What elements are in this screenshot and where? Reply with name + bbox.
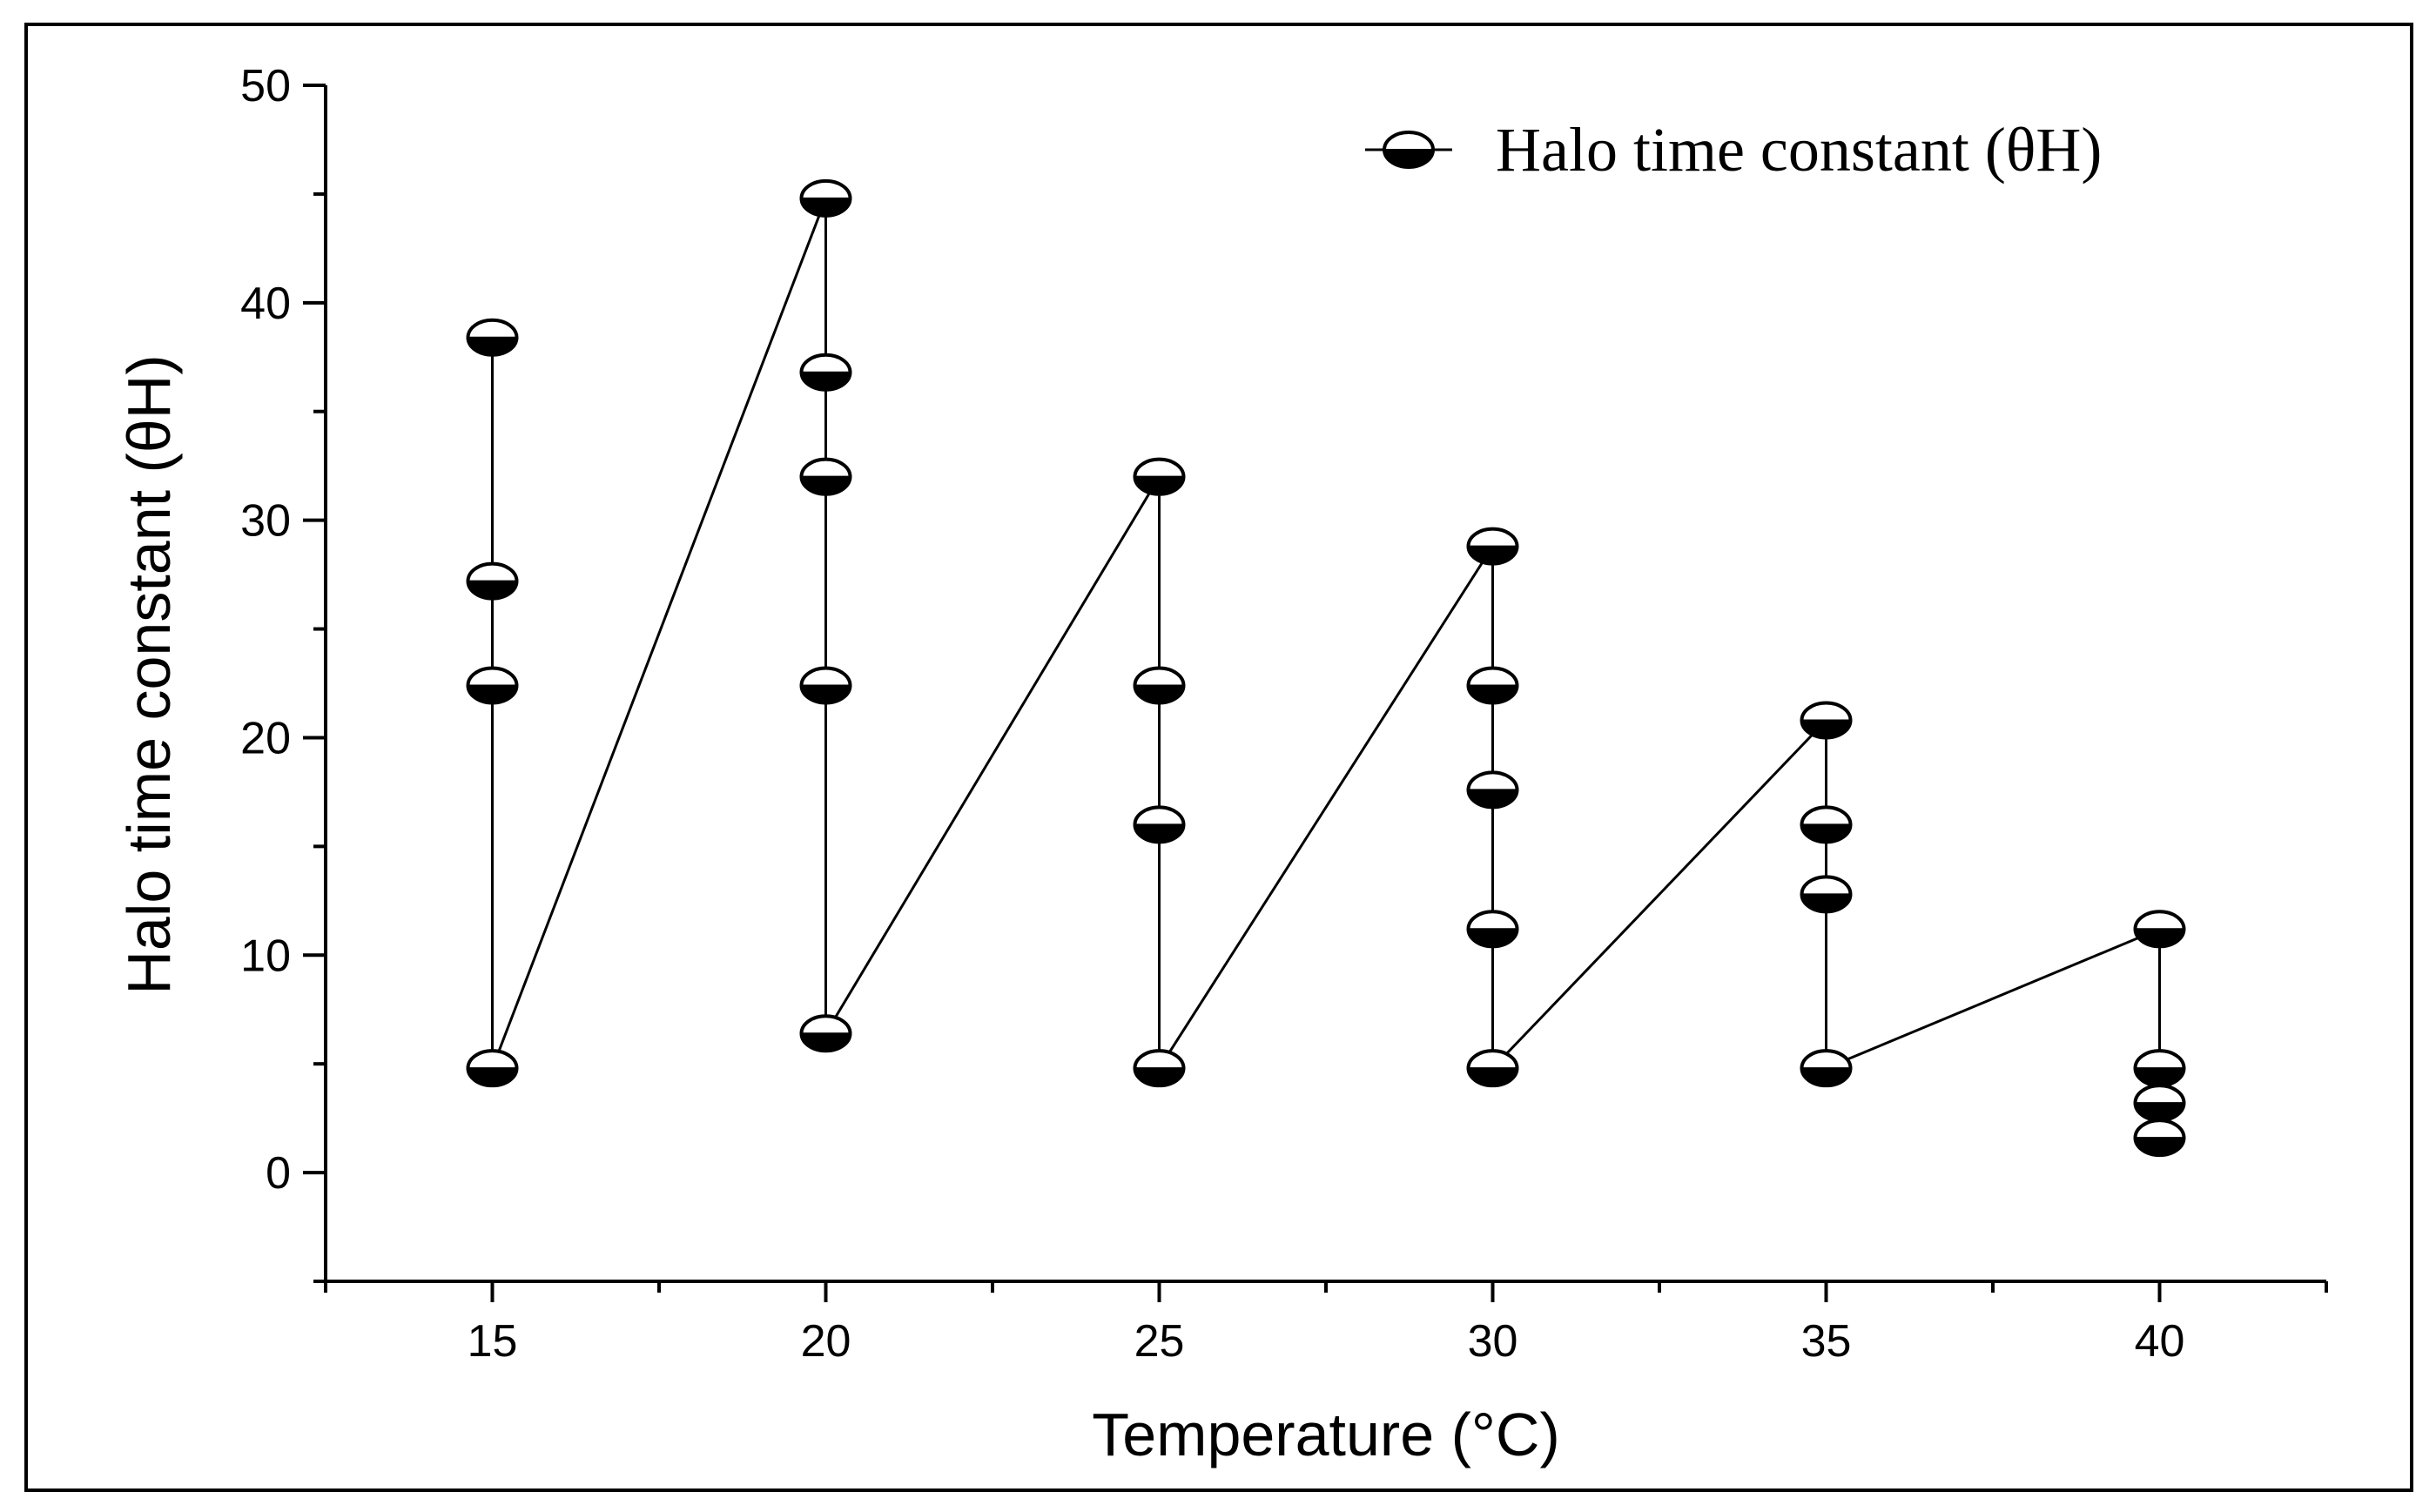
y-tick-label: 50 <box>240 61 291 111</box>
y-ticks: 0 10 20 30 40 50 <box>240 61 326 1283</box>
x-tick-label: 25 <box>1134 1316 1185 1367</box>
data-point <box>466 1049 519 1088</box>
x-axis-title: Temperature (°C) <box>1092 1401 1560 1468</box>
data-point <box>1466 666 1519 705</box>
series-layer <box>466 178 2186 1158</box>
data-point <box>2133 1049 2186 1088</box>
data-point <box>1133 457 1186 496</box>
data-point <box>1133 805 1186 844</box>
data-point <box>1800 1049 1853 1088</box>
outer-frame <box>24 23 2413 1492</box>
data-point <box>1800 875 1853 914</box>
legend: Halo time constant (θH) <box>1365 115 2102 185</box>
data-point <box>799 666 852 705</box>
x-ticks: 15 20 25 30 35 40 <box>324 1281 2328 1367</box>
x-tick-label: 20 <box>801 1316 851 1367</box>
data-point <box>799 353 852 392</box>
x-tick-label: 35 <box>1801 1316 1852 1367</box>
series-line <box>491 198 2161 1139</box>
y-axis-title: Halo time constant (θH) <box>115 354 183 994</box>
legend-marker <box>1383 131 1435 169</box>
data-point <box>1466 527 1519 566</box>
y-tick-label: 30 <box>240 496 291 547</box>
data-point <box>466 666 519 705</box>
data-point <box>1466 770 1519 810</box>
data-point <box>799 1014 852 1053</box>
legend-label: Halo time constant (θH) <box>1496 115 2102 185</box>
y-tick-label: 10 <box>240 931 291 981</box>
data-point <box>1466 1049 1519 1088</box>
data-point <box>1800 805 1853 844</box>
data-point <box>2133 910 2186 949</box>
data-point <box>2133 1084 2186 1123</box>
x-tick-label: 40 <box>2135 1316 2185 1367</box>
data-point <box>1466 910 1519 949</box>
y-tick-label: 20 <box>240 713 291 763</box>
y-tick-label: 40 <box>240 279 291 329</box>
x-tick-label: 15 <box>468 1316 518 1367</box>
y-tick-label: 0 <box>266 1148 291 1199</box>
data-point <box>466 318 519 357</box>
data-point <box>1800 701 1853 740</box>
x-tick-label: 30 <box>1468 1316 1518 1367</box>
data-point <box>799 457 852 496</box>
data-point <box>466 561 519 601</box>
data-point <box>2133 1119 2186 1158</box>
axes <box>324 85 2326 1283</box>
data-point <box>799 178 852 218</box>
data-point <box>1133 666 1186 705</box>
data-point <box>1133 1049 1186 1088</box>
